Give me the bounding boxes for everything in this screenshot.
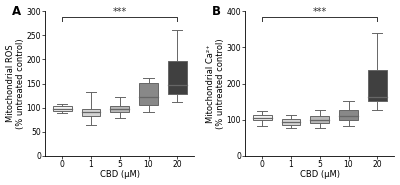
Bar (368, 70, 386, 101)
Bar (82, 109, 100, 116)
Text: ***: *** (113, 7, 127, 17)
Bar (110, 106, 129, 112)
Y-axis label: Mitochondrial ROS
(% untreated control): Mitochondrial ROS (% untreated control) (6, 38, 25, 129)
Text: B: B (212, 6, 221, 18)
Bar (253, 115, 272, 120)
X-axis label: CBD (μM): CBD (μM) (300, 170, 340, 179)
Bar (168, 61, 186, 94)
Bar (310, 116, 329, 123)
Bar (339, 110, 358, 120)
Y-axis label: Mitochondrial Ca²⁺
(% untreated control): Mitochondrial Ca²⁺ (% untreated control) (206, 38, 225, 129)
X-axis label: CBD (μM): CBD (μM) (100, 170, 140, 179)
Text: ***: *** (313, 7, 327, 17)
Text: A: A (12, 6, 22, 18)
Bar (282, 119, 300, 125)
Bar (139, 83, 158, 105)
Bar (53, 106, 72, 111)
